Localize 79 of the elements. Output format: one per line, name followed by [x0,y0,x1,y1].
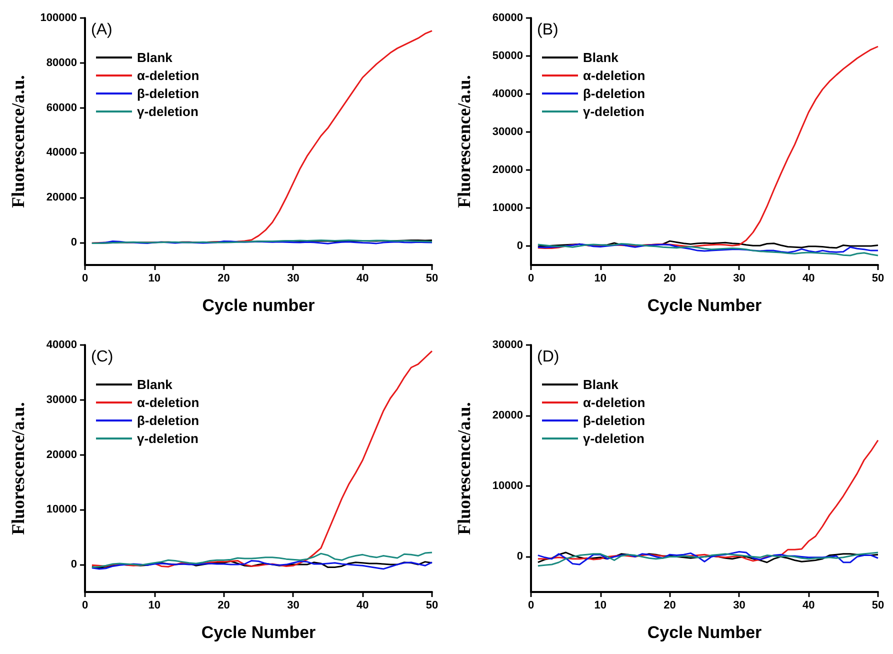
y-tick-label: 60000 [492,12,523,24]
x-axis-title: Cycle number [202,296,316,315]
line-series [91,350,433,568]
y-tick-label: 40000 [492,88,523,100]
y-tick-label: 40000 [46,339,77,351]
line-series [537,243,879,254]
legend-label: γ-deletion [137,431,198,446]
x-tick-label: 20 [664,272,676,284]
legend-label: α-deletion [137,395,200,410]
legend-label: β-deletion [137,413,200,428]
x-tick-label: 20 [218,600,230,612]
x-tick-label: 50 [872,600,884,612]
line-series [91,552,433,568]
x-tick-label: 0 [528,272,534,284]
legend-label: γ-deletion [583,104,644,119]
legend-label: α-deletion [583,395,646,410]
legend-label: γ-deletion [583,431,644,446]
legend-label: β-deletion [583,413,646,428]
x-tick-label: 0 [82,272,88,284]
x-tick-label: 40 [802,600,815,612]
y-tick-label: 30000 [492,126,523,138]
x-tick-label: 10 [148,600,161,612]
y-tick-label: 30000 [492,339,523,351]
x-tick-label: 50 [426,272,438,284]
legend-label: β-deletion [583,86,646,101]
legend-label: α-deletion [583,68,646,83]
x-tick-label: 30 [287,272,300,284]
y-axis-title: Fluorescence/a.u. [8,402,28,535]
legend-label: β-deletion [137,86,200,101]
y-tick-label: 100000 [40,12,77,24]
y-tick-label: 50000 [492,50,523,62]
annotation: (D) [537,348,560,366]
x-tick-label: 20 [664,600,676,612]
y-tick-label: 30000 [46,394,77,406]
x-tick-label: 30 [287,600,300,612]
x-tick-label: 40 [356,600,369,612]
x-tick-label: 30 [733,600,746,612]
legend-label: Blank [583,377,620,392]
y-tick-label: 40000 [46,146,77,159]
x-axis-title: Cycle Number [647,296,762,315]
y-tick-label: 80000 [46,56,77,69]
y-axis-title: Fluorescence/a.u. [454,75,474,208]
annotation: (C) [91,348,114,366]
y-tick-label: 0 [70,558,77,571]
y-tick-label: 10000 [492,480,523,492]
x-tick-label: 0 [82,600,88,612]
annotation: (B) [537,22,558,38]
y-tick-label: 0 [70,236,77,249]
line-series [537,242,879,256]
x-tick-label: 50 [872,272,884,284]
x-tick-label: 50 [426,600,438,612]
y-tick-label: 20000 [492,410,523,422]
y-tick-label: 20000 [46,448,77,461]
x-tick-label: 0 [528,600,534,612]
x-tick-label: 20 [218,272,230,284]
x-tick-label: 10 [594,272,607,284]
legend-label: Blank [137,377,174,392]
annotation: (A) [91,22,112,38]
y-tick-label: 0 [516,240,523,252]
legend-label: γ-deletion [137,104,198,119]
x-tick-label: 10 [594,600,607,612]
x-axis-title: Cycle Number [201,623,316,642]
x-tick-label: 30 [733,272,746,284]
y-tick-label: 20000 [492,164,523,176]
x-axis-title: Cycle Number [647,623,762,642]
y-tick-label: 20000 [46,192,77,204]
x-tick-label: 10 [148,272,161,284]
y-axis-title: Fluorescence/a.u. [454,402,474,535]
line-series [537,46,879,250]
y-tick-label: 10000 [492,202,523,214]
y-tick-label: 10000 [46,504,77,516]
x-tick-label: 40 [356,272,369,284]
legend-label: Blank [583,50,620,65]
y-tick-label: 0 [516,550,523,563]
legend-label: α-deletion [137,68,200,83]
y-axis-title: Fluorescence/a.u. [8,75,28,208]
x-tick-label: 40 [802,272,815,284]
legend-label: Blank [137,50,174,65]
y-tick-label: 60000 [46,102,77,114]
